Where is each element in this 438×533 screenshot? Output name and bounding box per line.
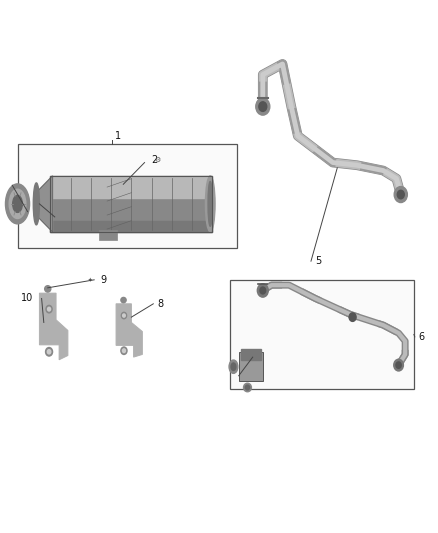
Circle shape [123,349,125,353]
Text: 8: 8 [158,299,164,309]
Text: 5: 5 [315,256,321,266]
Circle shape [121,347,127,354]
Bar [18,144,237,248]
Ellipse shape [229,360,238,373]
Circle shape [121,312,127,319]
Ellipse shape [33,183,39,225]
Text: 1: 1 [115,131,121,141]
Bar [50,176,212,232]
Bar [50,221,212,232]
Ellipse shape [259,102,267,111]
Polygon shape [116,304,142,357]
Circle shape [46,305,52,313]
Ellipse shape [349,313,356,321]
Bar [239,352,263,381]
Ellipse shape [256,98,270,115]
Ellipse shape [397,190,404,199]
Text: 9: 9 [101,275,107,285]
Ellipse shape [13,196,22,213]
Ellipse shape [6,184,30,224]
Circle shape [46,348,53,356]
Ellipse shape [394,187,407,203]
Bar [50,176,212,232]
Bar [50,176,212,198]
Ellipse shape [396,362,401,368]
Ellipse shape [257,284,268,297]
Ellipse shape [9,189,26,219]
Bar [230,280,414,389]
Text: 2: 2 [151,155,157,165]
Ellipse shape [121,297,126,303]
Circle shape [123,314,125,317]
Ellipse shape [205,176,215,232]
Ellipse shape [245,385,250,390]
Ellipse shape [260,287,265,294]
Text: ⚙: ⚙ [155,157,161,163]
Bar [241,349,261,360]
Bar [99,230,117,240]
Text: 4: 4 [15,212,21,222]
Polygon shape [39,293,68,360]
Ellipse shape [45,286,51,292]
Text: 6: 6 [418,332,424,342]
Polygon shape [37,176,53,232]
Ellipse shape [394,359,403,371]
Ellipse shape [231,363,236,370]
Circle shape [47,350,51,354]
Text: 7: 7 [241,355,247,365]
Ellipse shape [208,181,212,227]
Text: 3: 3 [40,212,46,222]
Circle shape [47,307,50,311]
Ellipse shape [244,383,251,392]
Text: 10: 10 [21,294,33,303]
Text: ✦: ✦ [88,277,92,282]
